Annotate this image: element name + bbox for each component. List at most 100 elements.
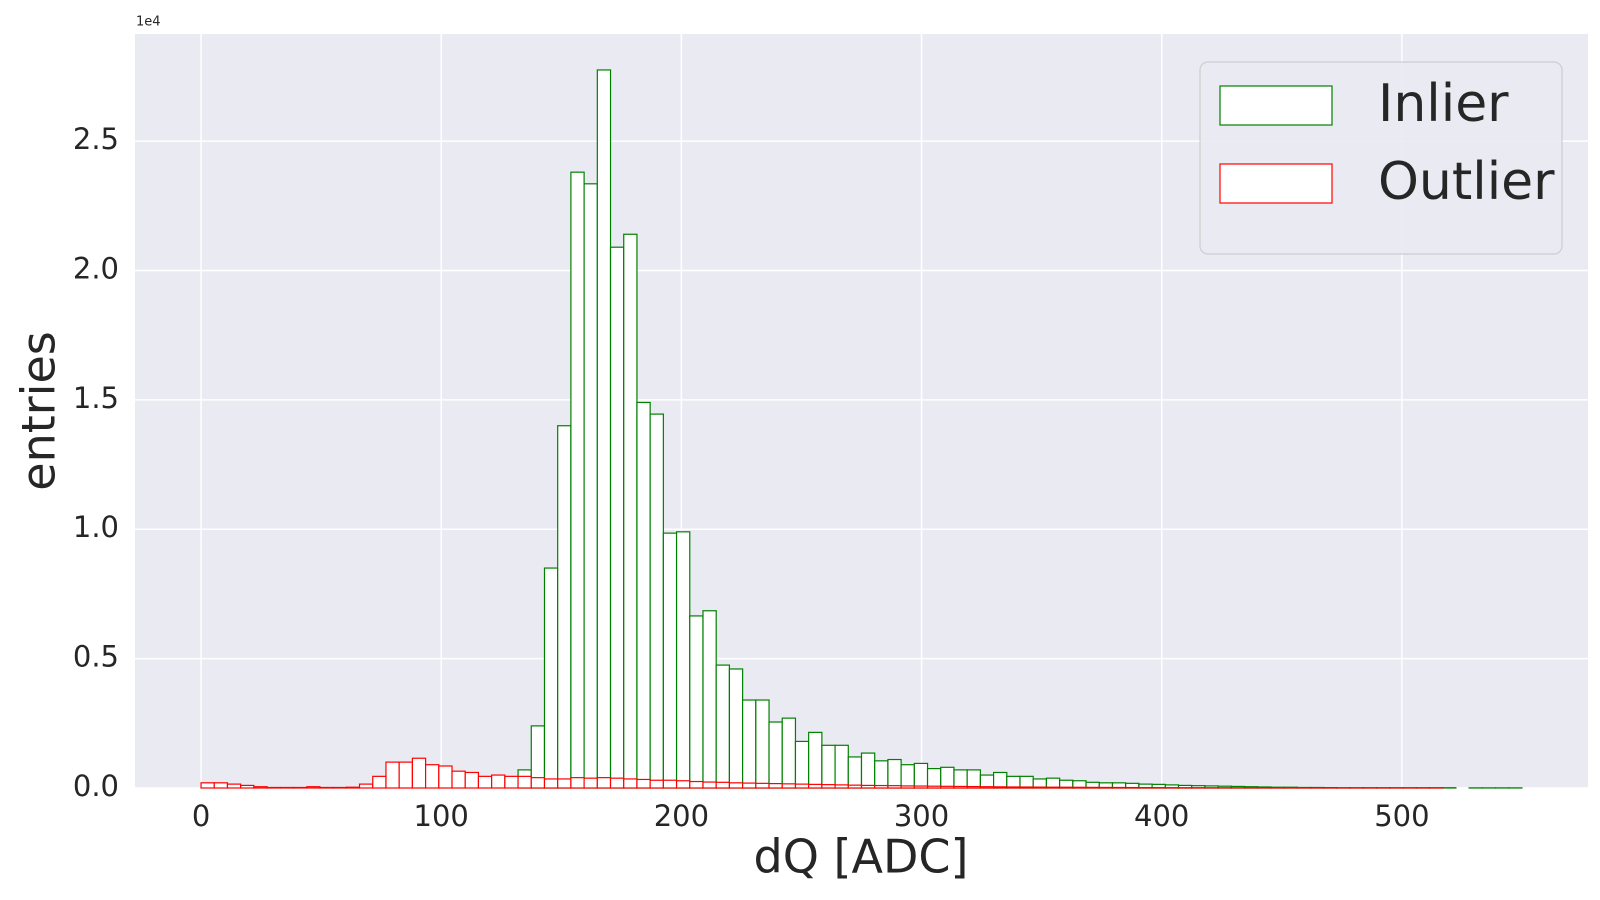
histogram-bar bbox=[491, 774, 506, 789]
histogram-bar bbox=[253, 786, 268, 789]
histogram-bar bbox=[742, 699, 757, 789]
histogram-bar bbox=[992, 786, 1008, 789]
histogram-bar bbox=[715, 781, 731, 789]
legend-swatch bbox=[1219, 163, 1333, 204]
histogram-bar bbox=[834, 744, 849, 789]
histogram-bar bbox=[240, 784, 255, 789]
histogram-bar bbox=[623, 778, 638, 789]
histogram-bar bbox=[1098, 786, 1114, 789]
x-tick-label: 500 bbox=[1374, 799, 1429, 833]
histogram-bar bbox=[438, 765, 453, 789]
histogram-bar bbox=[398, 761, 413, 789]
histogram-bar bbox=[940, 766, 955, 789]
histogram-bar bbox=[583, 183, 598, 789]
histogram-bar bbox=[675, 780, 691, 789]
histogram-bar bbox=[623, 233, 638, 789]
histogram-bar bbox=[702, 781, 717, 789]
histogram-bar bbox=[570, 171, 585, 789]
histogram-bar bbox=[834, 784, 849, 789]
histogram-bar bbox=[1059, 786, 1074, 789]
histogram-bar bbox=[609, 777, 625, 789]
histogram-bar bbox=[649, 413, 664, 789]
histogram-bar bbox=[425, 764, 440, 789]
x-tick-label: 0 bbox=[192, 799, 210, 833]
y-tick-label: 2.5 bbox=[73, 122, 119, 156]
histogram-bar bbox=[543, 778, 559, 789]
legend-swatch bbox=[1219, 85, 1333, 126]
histogram-bar bbox=[543, 567, 559, 789]
x-tick-label: 200 bbox=[654, 799, 709, 833]
histogram-bar bbox=[226, 783, 242, 789]
histogram-bar bbox=[1006, 775, 1021, 789]
histogram-bar bbox=[649, 779, 664, 789]
histogram-bar bbox=[926, 767, 942, 789]
histogram-bar bbox=[636, 778, 651, 789]
histogram-bar bbox=[887, 758, 902, 789]
histogram-bar bbox=[992, 771, 1008, 789]
y-axis-label: entries bbox=[12, 331, 66, 490]
ticks: 0 100 200 300 400 500 0.0 0.5 1.0 1.5 2.0 2.5 bbox=[73, 122, 1430, 833]
histogram-bar bbox=[860, 784, 876, 789]
histogram-bar bbox=[292, 786, 308, 789]
histogram-bar bbox=[636, 401, 651, 789]
x-tick-label: 400 bbox=[1134, 799, 1189, 833]
y-tick-label: 0.5 bbox=[73, 640, 119, 674]
histogram-bar bbox=[319, 786, 334, 789]
histogram-bar bbox=[794, 740, 810, 789]
histogram-bar bbox=[372, 775, 387, 789]
histogram-bar bbox=[900, 785, 915, 789]
x-axis-label: dQ [ADC] bbox=[754, 830, 969, 884]
histogram-bar bbox=[821, 744, 836, 789]
histogram-bar bbox=[728, 782, 744, 789]
histogram-bar bbox=[874, 784, 889, 789]
histogram-bar bbox=[557, 425, 572, 789]
histogram-bar bbox=[306, 786, 321, 789]
y-offset-label: 1e4 bbox=[136, 15, 161, 30]
histogram-bar bbox=[1006, 786, 1021, 789]
histogram-bar bbox=[570, 777, 585, 789]
histogram-bar bbox=[728, 668, 744, 789]
histogram-bar bbox=[517, 775, 532, 789]
histogram-bar bbox=[755, 699, 770, 789]
histogram-bar bbox=[662, 532, 678, 789]
histogram-bar bbox=[887, 785, 902, 789]
histogram-bar bbox=[742, 782, 757, 789]
histogram-bar bbox=[953, 769, 968, 789]
histogram-bar bbox=[979, 774, 995, 789]
legend-label: Outlier bbox=[1378, 152, 1555, 212]
histogram-bar bbox=[715, 664, 731, 789]
y-tick-label: 2.0 bbox=[73, 251, 119, 285]
histogram-bar bbox=[609, 246, 625, 789]
histogram-bar bbox=[332, 786, 347, 789]
legend: Inlier Outlier bbox=[1199, 61, 1563, 255]
histogram-bar bbox=[451, 770, 466, 789]
histogram-bar bbox=[847, 784, 863, 789]
histogram-bar bbox=[953, 785, 968, 789]
legend-label: Inlier bbox=[1378, 74, 1509, 134]
histogram-bar bbox=[768, 721, 783, 789]
histogram-bar bbox=[808, 731, 823, 789]
histogram-bar bbox=[358, 783, 374, 789]
histogram-bar bbox=[702, 610, 717, 789]
histogram-bar bbox=[755, 782, 770, 789]
histogram-bar bbox=[596, 69, 612, 789]
histogram-bar bbox=[1019, 775, 1034, 789]
histogram-bar bbox=[1045, 786, 1061, 789]
histogram-bar bbox=[860, 752, 876, 789]
histogram-bar bbox=[385, 761, 400, 789]
histogram-bar bbox=[411, 757, 427, 789]
y-tick-label: 0.0 bbox=[73, 769, 119, 803]
histogram-bar bbox=[874, 760, 889, 789]
histogram-bar bbox=[200, 782, 215, 789]
histogram-bar bbox=[675, 531, 691, 789]
histogram-bar bbox=[913, 785, 929, 789]
x-tick-label: 300 bbox=[894, 799, 949, 833]
histogram-bar bbox=[1045, 777, 1061, 789]
histogram-bar bbox=[1032, 786, 1048, 789]
histogram-bar bbox=[345, 786, 361, 789]
histogram-bar bbox=[266, 786, 281, 789]
histogram-bar bbox=[913, 762, 929, 789]
bars bbox=[200, 69, 1523, 789]
